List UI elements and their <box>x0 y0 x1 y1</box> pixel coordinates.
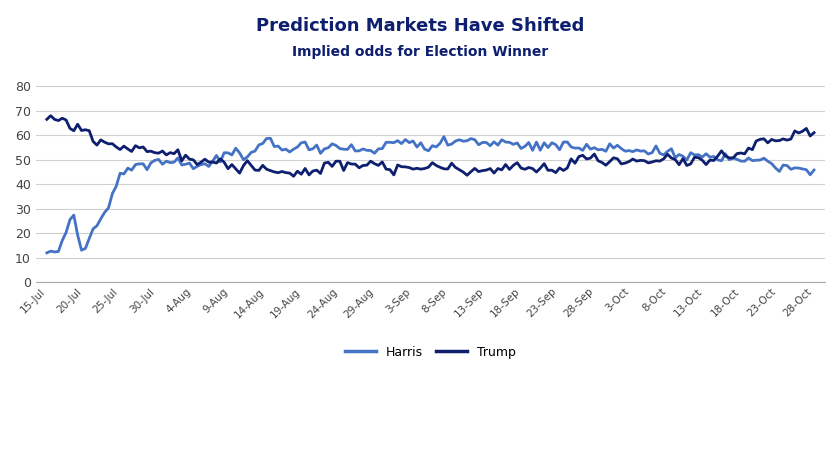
Text: Implied odds for Election Winner: Implied odds for Election Winner <box>291 45 549 59</box>
Legend: Harris, Trump: Harris, Trump <box>340 340 521 363</box>
Text: Prediction Markets Have Shifted: Prediction Markets Have Shifted <box>256 17 584 34</box>
